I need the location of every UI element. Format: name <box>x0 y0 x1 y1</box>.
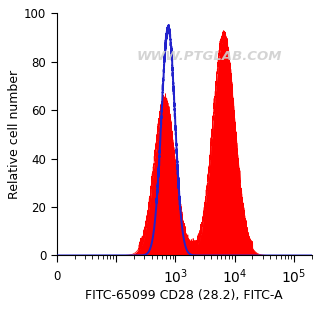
Text: WWW.PTGLAB.COM: WWW.PTGLAB.COM <box>137 51 282 64</box>
Y-axis label: Relative cell number: Relative cell number <box>8 70 21 199</box>
Text: 0: 0 <box>53 270 60 283</box>
X-axis label: FITC-65099 CD28 (28.2), FITC-A: FITC-65099 CD28 (28.2), FITC-A <box>85 289 283 302</box>
